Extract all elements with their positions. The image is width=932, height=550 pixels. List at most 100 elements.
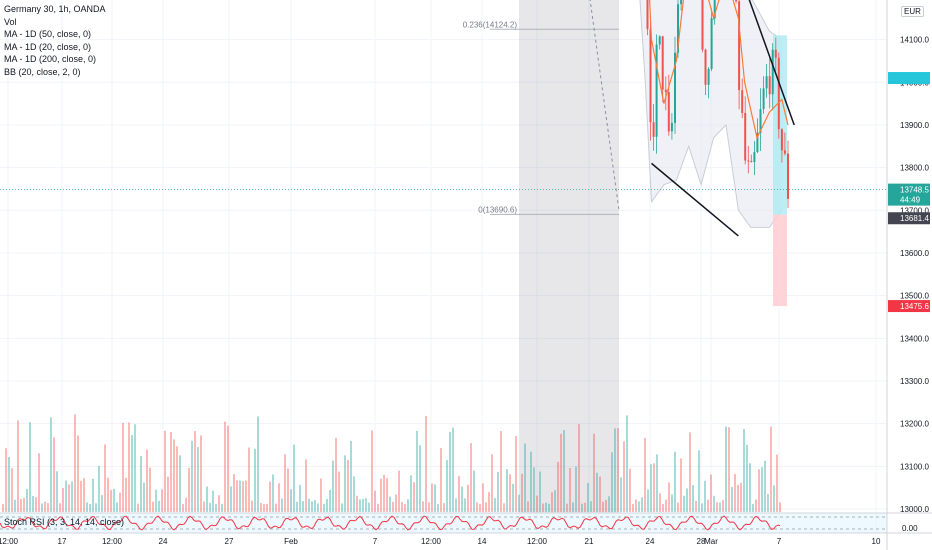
volume-bar xyxy=(323,503,325,512)
volume-bar xyxy=(152,501,154,512)
time-axis-tick: 24 xyxy=(646,537,655,546)
stoch-rsi-line xyxy=(0,515,781,531)
volume-bar xyxy=(365,498,367,512)
volume-bar xyxy=(344,455,346,512)
volume-bar xyxy=(2,504,4,512)
volume-bar xyxy=(653,463,655,512)
volume-bar xyxy=(176,446,178,512)
candles xyxy=(646,0,789,208)
grid-lines xyxy=(0,0,887,533)
volume-bar xyxy=(701,503,703,512)
volume-bar xyxy=(587,482,589,512)
volume-bar xyxy=(527,501,529,512)
volume-bar xyxy=(377,503,379,512)
volume-bar xyxy=(404,503,406,512)
candle-body xyxy=(667,92,670,132)
volume-bar xyxy=(644,438,646,512)
volume-bar xyxy=(422,501,424,512)
volume-bar xyxy=(239,480,241,512)
volume-bar xyxy=(770,426,772,512)
legend-ma20: MA - 1D (20, close, 0) xyxy=(4,41,92,52)
currency-label[interactable]: EUR xyxy=(901,6,924,17)
volume-bar xyxy=(320,478,322,512)
volume-bar xyxy=(566,503,568,512)
volume-bar xyxy=(143,482,145,512)
volume-bar xyxy=(755,499,757,512)
volume-bar xyxy=(572,502,574,512)
date-range-shade xyxy=(519,0,619,513)
volume-bar xyxy=(71,481,73,512)
candle-body xyxy=(774,49,777,58)
candle-body xyxy=(783,150,786,154)
volume-bar xyxy=(128,422,130,512)
volume-bar xyxy=(509,474,511,512)
volume-bar xyxy=(689,432,691,512)
volume-bar xyxy=(266,503,268,512)
volume-bar xyxy=(704,480,706,512)
legend-vol: Vol xyxy=(4,16,17,27)
volume-bar xyxy=(308,498,310,512)
volume-bar xyxy=(614,428,616,512)
volume-bar xyxy=(599,476,601,512)
volume-bar xyxy=(137,503,139,512)
volume-bar xyxy=(65,480,67,512)
volume-bar xyxy=(203,501,205,512)
volume-bar xyxy=(263,503,265,512)
volume-bar xyxy=(359,499,361,512)
volume-bar xyxy=(248,447,250,512)
volume-bar xyxy=(608,496,610,512)
volume-bar xyxy=(632,503,634,512)
volume-bar xyxy=(5,448,7,512)
volume-bar xyxy=(710,474,712,512)
time-axis-tick: 12:00 xyxy=(102,537,123,546)
candle-body xyxy=(735,0,738,2)
volume-bar xyxy=(8,457,10,512)
volume-bar xyxy=(563,430,565,512)
candle-body xyxy=(713,0,716,19)
volume-bar xyxy=(683,495,685,512)
candle-body xyxy=(771,49,774,95)
volume-bar xyxy=(539,471,541,512)
volume-bar xyxy=(17,420,19,512)
volume-bar xyxy=(641,497,643,512)
volume-bar xyxy=(242,481,244,512)
candle-body xyxy=(664,89,667,92)
bollinger-band-fill xyxy=(639,0,782,228)
volume-bar xyxy=(221,503,223,512)
target-price-tag-bg xyxy=(888,72,930,85)
time-axis-tick: 7 xyxy=(373,537,378,546)
volume-bar xyxy=(536,495,538,512)
volume-bar xyxy=(467,484,469,512)
volume-bar xyxy=(662,503,664,512)
volume-bar xyxy=(506,469,508,512)
volume-bar xyxy=(686,488,688,512)
volume-bar xyxy=(593,433,595,512)
volume-bar xyxy=(728,427,730,512)
price-axis-tick: 13600.0 xyxy=(900,249,929,258)
volume-bar xyxy=(395,494,397,512)
volume-bar xyxy=(722,500,724,512)
candle-body xyxy=(753,152,756,162)
volume-bar xyxy=(449,431,451,512)
volume-bar xyxy=(164,430,166,512)
volume-bar xyxy=(362,498,364,512)
volume-bar xyxy=(398,470,400,512)
volume-bar xyxy=(674,451,676,512)
price-axis-tick: 13800.0 xyxy=(900,164,929,173)
volume-bar xyxy=(194,431,196,512)
volume-bar xyxy=(749,463,751,512)
time-axis-tick: 12:00 xyxy=(527,537,548,546)
volume-bar xyxy=(347,459,349,512)
volume-bar xyxy=(236,480,238,512)
volume-bar xyxy=(437,503,439,512)
time-axis-tick: 27 xyxy=(225,537,234,546)
stoch-axis-tick: 0.00 xyxy=(902,524,918,533)
volume-bar xyxy=(182,503,184,512)
volume-bar xyxy=(767,493,769,512)
volume-bar xyxy=(257,416,259,512)
volume-bar xyxy=(386,478,388,512)
volume-bar xyxy=(299,484,301,512)
volume-bar xyxy=(512,483,514,512)
volume-bar xyxy=(350,440,352,512)
